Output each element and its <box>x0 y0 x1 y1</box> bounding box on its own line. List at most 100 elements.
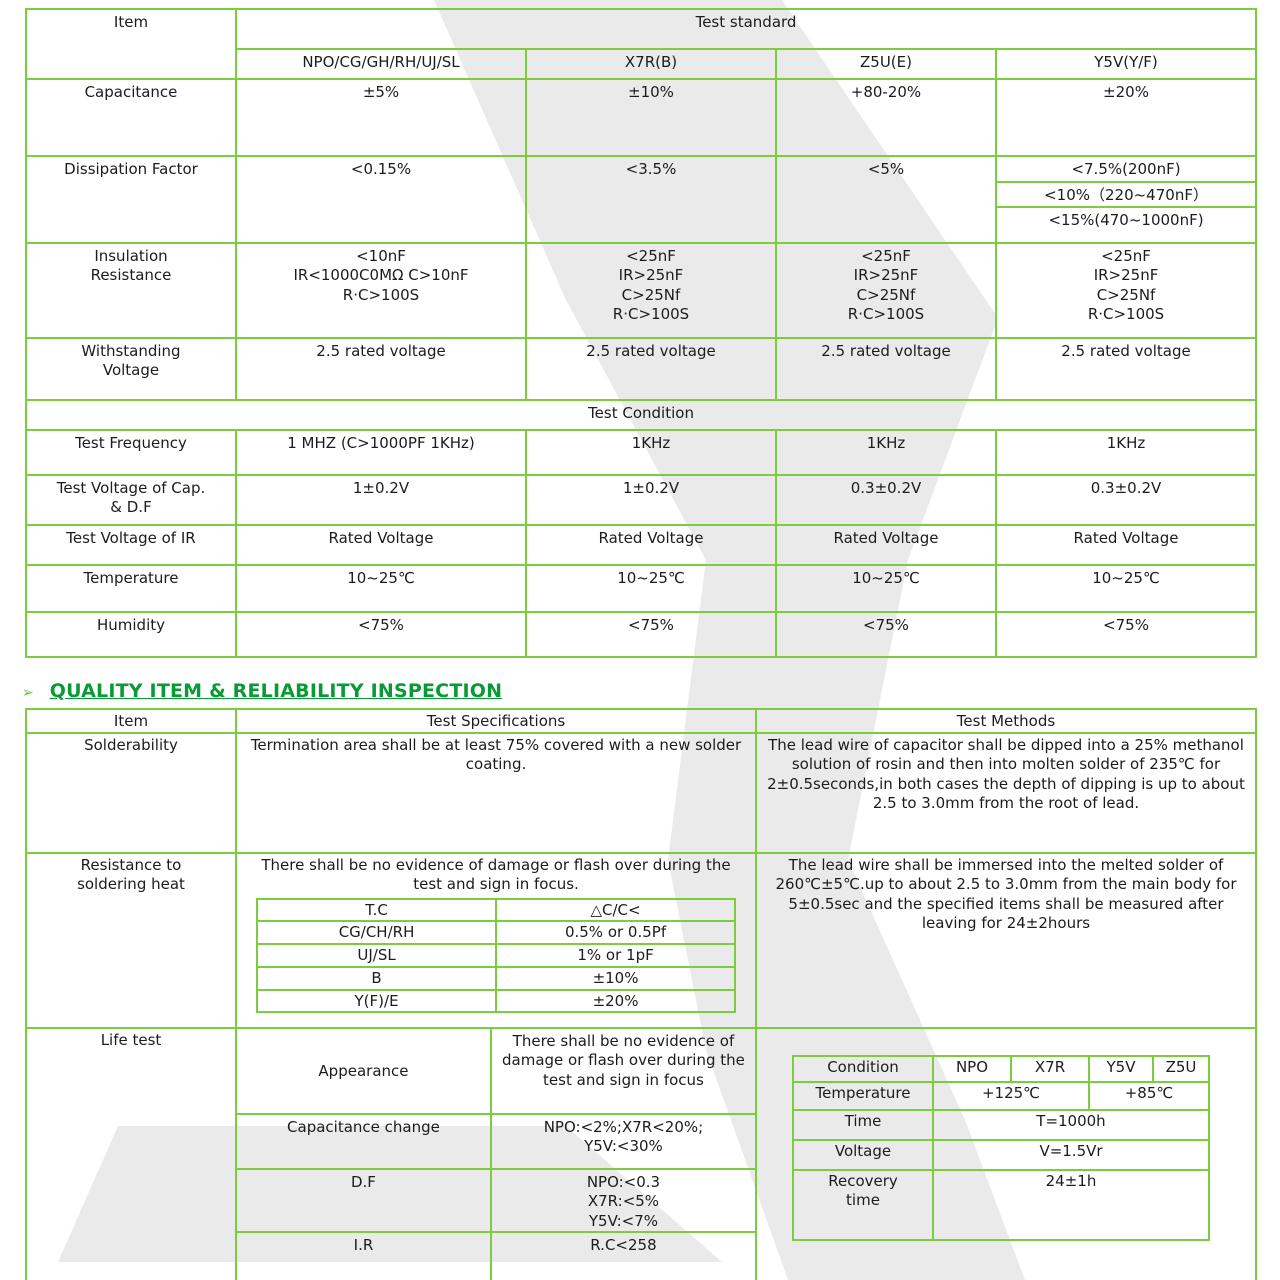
life-condition-table: Condition NPO X7R Y5V Z5U Temperature +1… <box>792 1054 1210 1241</box>
withstanding-npo: 2.5 rated voltage <box>235 336 527 401</box>
row-solderability: Solderability Termination area shall be … <box>25 731 1257 854</box>
table-row: Condition NPO X7R Y5V Z5U <box>792 1054 1210 1083</box>
table-row: I.R R.C<258 <box>237 1231 755 1280</box>
life-test-method: Condition NPO X7R Y5V Z5U Temperature +1… <box>755 1026 1257 1280</box>
cond-header-z5u: Z5U <box>1152 1054 1210 1083</box>
withstanding-z5u: 2.5 rated voltage <box>775 336 997 401</box>
life-df-label: D.F <box>237 1167 492 1232</box>
table-row: Time T=1000h <box>792 1108 1210 1141</box>
insulation-label: Insulation Resistance <box>25 241 237 339</box>
header-col-z5u: Z5U(E) <box>775 48 997 80</box>
capacitance-y5v: ±20% <box>994 78 1258 157</box>
cond-time-label: Time <box>792 1108 934 1141</box>
table-row: T.C △C/C< <box>255 897 736 923</box>
cond-header-y5v: Y5V <box>1088 1054 1154 1083</box>
life-test-spec: Appearance There shall be no evidence of… <box>235 1026 757 1280</box>
temperature-npo: 10~25℃ <box>235 563 527 613</box>
life-ir-value: R.C<258 <box>490 1231 755 1280</box>
life-appearance-label: Appearance <box>237 1028 492 1114</box>
humidity-label: Humidity <box>25 610 237 658</box>
test-condition-banner: Test Condition <box>24 398 1258 431</box>
table-row: Y(F)/E ±20% <box>255 988 736 1014</box>
life-test-spec-table: Appearance There shall be no evidence of… <box>237 1028 755 1280</box>
frequency-x7r: 1KHz <box>525 428 777 476</box>
test-standard-table: Item Test standard NPO/CG/GH/RH/UJ/SL X7… <box>24 8 1258 658</box>
q-header-item: Item <box>25 707 237 734</box>
tc-row-cg-label: CG/CH/RH <box>255 920 498 945</box>
row-humidity: Humidity <75% <75% <75% <75% <box>25 610 1258 658</box>
life-appearance-value: There shall be no evidence of damage or … <box>502 1031 745 1089</box>
section-heading: ➢ QUALITY ITEM & RELIABILITY INSPECTION <box>22 680 1280 702</box>
temperature-label: Temperature <box>25 563 237 613</box>
table-row: Capacitance change NPO:<2%;X7R<20%; Y5V:… <box>237 1112 755 1169</box>
solderability-method: The lead wire of capacitor shall be dipp… <box>755 731 1257 854</box>
dissipation-y5v-3: <15%(470~1000nF) <box>994 205 1258 244</box>
solderability-spec: Termination area shall be at least 75% c… <box>235 731 757 854</box>
insulation-y5v: <25nF IR>25nF C>25Nf R·C>100S <box>994 241 1258 339</box>
row-subheader: NPO/CG/GH/RH/UJ/SL X7R(B) Z5U(E) Y5V(Y/F… <box>26 48 1258 80</box>
soldering-heat-spec: There shall be no evidence of damage or … <box>235 851 757 1029</box>
row-dissipation-2: <10%（220~470nF） <box>26 181 1258 208</box>
row-test-voltage-cap: Test Voltage of Cap. & D.F 1±0.2V 1±0.2V… <box>25 473 1258 526</box>
frequency-npo: 1 MHZ (C>1000PF 1KHz) <box>235 428 527 476</box>
vcap-z5u: 0.3±0.2V <box>775 473 997 526</box>
section-heading-text: QUALITY ITEM & RELIABILITY INSPECTION <box>49 679 503 702</box>
humidity-z5u: <75% <box>775 610 997 658</box>
row-temperature: Temperature 10~25℃ 10~25℃ 10~25℃ 10~25℃ <box>25 563 1258 613</box>
dissipation-z5u: <5% <box>775 155 997 244</box>
soldering-heat-spec-intro: There shall be no evidence of damage or … <box>261 855 731 894</box>
row-header: Item Test standard <box>25 8 1258 80</box>
cond-header-npo: NPO <box>932 1054 1012 1083</box>
vcap-npo: 1±0.2V <box>235 473 527 526</box>
humidity-npo: <75% <box>235 610 527 658</box>
tc-row-b-value: ±10% <box>495 965 736 991</box>
cond-recovery-value: 24±1h <box>932 1168 1210 1241</box>
row-soldering-heat: Resistance to soldering heat There shall… <box>25 851 1257 1029</box>
cond-time-value: T=1000h <box>932 1108 1210 1141</box>
row-insulation: Insulation Resistance <10nF IR<1000C0MΩ … <box>25 241 1258 339</box>
temperature-x7r: 10~25℃ <box>525 563 777 613</box>
cond-voltage-value: V=1.5Vr <box>932 1138 1210 1171</box>
dissipation-y5v-1: <7.5%(200nF) <box>994 155 1258 183</box>
table-row: Voltage V=1.5Vr <box>792 1138 1210 1171</box>
cond-temperature-125: +125℃ <box>932 1080 1090 1111</box>
q-header-spec: Test Specifications <box>235 707 757 734</box>
row-life-test: Life test Appearance There shall be no e… <box>25 1026 1257 1280</box>
header-item-cell: Item <box>25 8 237 80</box>
tc-row-yfe-value: ±20% <box>495 988 736 1014</box>
temperature-z5u: 10~25℃ <box>775 563 997 613</box>
cond-temperature-label: Temperature <box>792 1080 934 1111</box>
quality-inspection-table: Item Test Specifications Test Methods So… <box>25 707 1257 1280</box>
withstanding-label: Withstanding Voltage <box>25 336 237 401</box>
q-header-methods: Test Methods <box>755 707 1257 734</box>
table-row: B ±10% <box>255 965 736 991</box>
arrow-bullet-icon: ➢ <box>22 684 34 701</box>
capacitance-npo: ±5% <box>235 78 527 157</box>
tc-header-left: T.C <box>255 897 498 923</box>
tc-row-cg-value: 0.5% or 0.5Pf <box>495 920 736 945</box>
header-test-standard-cell: Test standard <box>234 8 1258 50</box>
row-dissipation-3: <15%(470~1000nF) <box>26 205 1258 244</box>
frequency-label: Test Frequency <box>25 428 237 476</box>
header-col-npo: NPO/CG/GH/RH/UJ/SL <box>235 48 527 80</box>
vcap-x7r: 1±0.2V <box>525 473 777 526</box>
vcap-y5v: 0.3±0.2V <box>994 473 1258 526</box>
table-row: Appearance There shall be no evidence of… <box>237 1028 755 1114</box>
row-withstanding: Withstanding Voltage 2.5 rated voltage 2… <box>25 336 1258 401</box>
frequency-z5u: 1KHz <box>775 428 997 476</box>
life-df-value: NPO:<0.3 X7R:<5% Y5V:<7% <box>490 1167 755 1232</box>
vir-x7r: Rated Voltage <box>525 523 777 566</box>
life-capchange-value: NPO:<2%;X7R<20%; Y5V:<30% <box>490 1112 755 1169</box>
insulation-x7r: <25nF IR>25nF C>25Nf R·C>100S <box>525 241 777 339</box>
temperature-y5v: 10~25℃ <box>994 563 1258 613</box>
dissipation-label: Dissipation Factor <box>25 155 237 244</box>
humidity-x7r: <75% <box>525 610 777 658</box>
row-capacitance: Capacitance ±5% ±10% +80-20% ±20% <box>25 78 1258 157</box>
frequency-y5v: 1KHz <box>994 428 1258 476</box>
soldering-heat-label: Resistance to soldering heat <box>25 851 237 1029</box>
vir-z5u: Rated Voltage <box>775 523 997 566</box>
cond-recovery-label: Recovery time <box>792 1168 934 1241</box>
tc-row-uj-value: 1% or 1pF <box>495 943 736 968</box>
solderability-label: Solderability <box>25 731 237 854</box>
